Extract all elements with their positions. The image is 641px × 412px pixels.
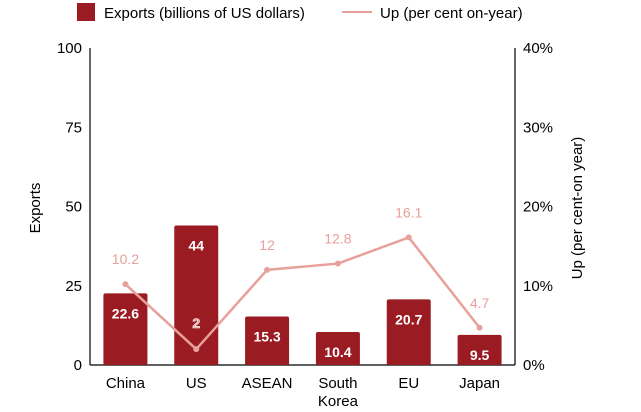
bar-value-label: 9.5 [470,347,490,363]
right-tick-label: 0% [523,357,545,374]
left-tick-label: 0 [74,357,82,374]
legend-line-label: Up (per cent on-year) [380,5,523,22]
line-point[interactable] [193,346,200,353]
line-series [122,234,483,353]
line-value-label: 10.2 [112,251,139,267]
bar[interactable] [386,299,431,365]
bar[interactable] [103,293,148,365]
line-point[interactable] [264,266,271,273]
category-label: ASEAN [242,375,293,392]
category-label: Japan [459,375,500,392]
line-point[interactable] [334,260,341,267]
right-tick-label: 20% [523,199,553,216]
left-tick-label: 75 [65,119,82,136]
left-tick-label: 25 [65,278,82,295]
category-label: China [106,375,146,392]
bar-series [103,225,502,365]
bar-value-label: 22.6 [112,305,139,321]
bar-value-label: 20.7 [395,311,422,327]
right-tick-label: 40% [523,40,553,57]
category-label: Korea [318,393,359,410]
bar[interactable] [315,332,360,365]
bar-value-label: 44 [188,238,204,254]
line-point[interactable] [476,324,483,331]
data-labels: 22.6 44 15.3 10.4 20.7 9.5 10.2 2 12 12.8 16.1 4.7 [112,204,490,362]
left-tick-label: 100 [57,40,82,57]
right-axis-ticks: 0% 10% 20% 30% 40% [523,40,553,374]
line-value-label: 4.7 [470,295,490,311]
line-value-label: 12.8 [324,231,351,247]
line-point[interactable] [405,234,412,241]
bar-value-label: 10.4 [324,344,351,360]
legend: Exports (billions of US dollars) Up (per… [77,3,523,22]
left-tick-label: 50 [65,199,82,216]
left-axis-ticks: 0 25 50 75 100 [57,40,82,374]
right-tick-label: 10% [523,278,553,295]
bar[interactable] [457,334,502,365]
category-label: South [318,375,357,392]
category-label: EU [398,375,419,392]
line-point[interactable] [122,281,129,288]
line-value-label: 12 [259,237,275,253]
legend-bar-label: Exports (billions of US dollars) [104,5,305,22]
bar[interactable] [174,225,219,365]
legend-bar-swatch [77,3,95,21]
line-value-label: 2 [192,315,200,331]
left-axis-title: Exports [27,183,44,234]
right-tick-label: 30% [523,119,553,136]
series-line [124,236,481,351]
category-label: US [186,375,207,392]
right-axis-title: Up (per cent-on year) [569,137,586,280]
bar[interactable] [245,316,290,365]
bar-value-label: 15.3 [253,328,280,344]
line-value-label: 16.1 [395,204,422,220]
